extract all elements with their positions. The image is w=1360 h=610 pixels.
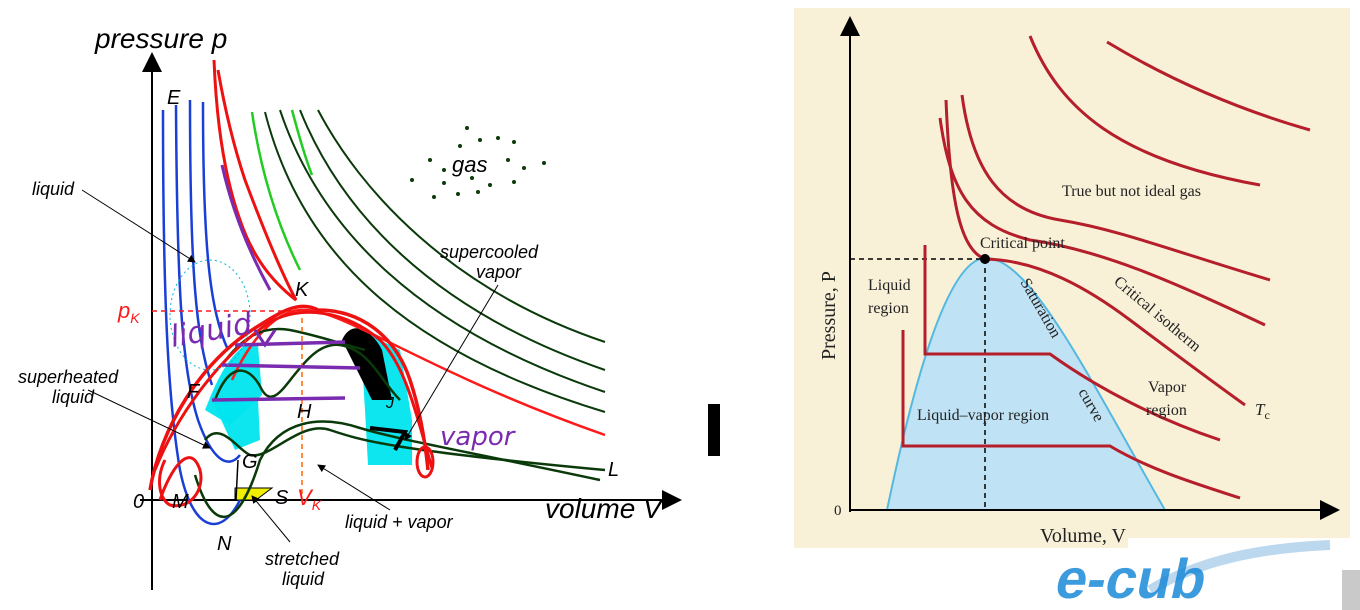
stretched-leader (251, 495, 291, 543)
right-pv-diagram: Pressure, P Volume, V 0 True but not ide… (794, 8, 1350, 548)
label-N: N (217, 533, 232, 555)
liquid-isotherm-4 (201, 101, 230, 351)
label-E: E (167, 87, 181, 109)
left-x-axis-label: volume V (545, 493, 664, 524)
left-origin-label: 0 (133, 491, 144, 513)
purple-tick (253, 329, 277, 348)
handwritten-vapor: vapor (440, 422, 517, 452)
supercooled-label-2: vapor (476, 262, 522, 282)
gas-isotherm-2 (299, 109, 606, 371)
left-y-axis-label: pressure p (94, 23, 227, 54)
isotherm-high-2 (938, 117, 1266, 327)
label-M: M (172, 491, 189, 513)
liquid-isotherm-3 (188, 99, 214, 386)
superheated-label-2: liquid (52, 387, 95, 407)
e-cube-logo: e-cub (1050, 538, 1360, 610)
right-origin-label: 0 (834, 503, 842, 519)
gas-isotherm-1 (317, 109, 606, 343)
critical-point-marker (980, 254, 990, 264)
liquid-leader (81, 189, 196, 263)
isotherms (901, 35, 1311, 500)
stretched-label-1: stretched (265, 549, 340, 569)
text-cursor-bar (708, 404, 720, 456)
label-J: J (385, 395, 395, 412)
liquid-label: liquid (32, 179, 75, 199)
label-H: H (297, 401, 312, 423)
liquid-vapor-leader (317, 464, 391, 511)
gas-molecule-dots (410, 126, 546, 199)
label-S: S (275, 487, 289, 509)
vk-label: VK (297, 485, 322, 513)
red-loop-vapor (415, 445, 435, 479)
superheated-leader (87, 389, 211, 449)
vdw-loop-2 (213, 343, 401, 401)
supercooled-leader (404, 284, 499, 441)
dotted-ellipse (169, 259, 251, 371)
stretched-label-2: liquid (282, 569, 325, 589)
vdw-loop-3 (204, 427, 606, 472)
purple-line-1 (234, 340, 346, 347)
label-G: G (242, 451, 258, 473)
purple-line-3 (211, 396, 346, 402)
isotherm-high-1 (960, 94, 1271, 282)
liquid-region-label-1: Liquid (868, 277, 911, 294)
liquid-vapor-region-label: Liquid–vapor region (917, 407, 1049, 424)
label-L: L (608, 459, 619, 481)
liquid-vapor-label: liquid + vapor (345, 512, 454, 532)
isotherm-top-1 (1028, 35, 1261, 187)
vapor-region-label-1: Vapor (1148, 379, 1187, 396)
isotherm-top-2 (1106, 40, 1311, 132)
ideal-gas-label: True but not ideal gas (1062, 183, 1201, 200)
red-scribble-lower (158, 456, 203, 508)
purple-line-2 (221, 363, 361, 370)
saturation-dome-2 (153, 310, 434, 471)
right-y-axis-label: Pressure, P (818, 271, 840, 360)
right-x-axis-label: Volume, V (1040, 525, 1126, 547)
isotherm-mid (923, 245, 1221, 442)
vapor-region-label-2: region (1146, 402, 1187, 419)
label-K: K (295, 279, 310, 301)
gas-isotherm-3 (279, 109, 606, 393)
label-F: F (187, 381, 201, 403)
critical-isotherm-right (944, 99, 1246, 407)
saturation-dome (148, 304, 430, 491)
superheated-fill-lower (212, 400, 260, 450)
gas-label: gas (452, 152, 487, 177)
gas-isotherm-4 (264, 111, 606, 413)
left-pv-diagram: pressure p volume V 0 E K F H J G M S N … (18, 23, 682, 590)
critical-point-label: Critical point (980, 235, 1065, 252)
liquid-isotherm-1 (161, 109, 242, 526)
spinodal-line (235, 459, 239, 501)
isotherm-low (901, 330, 1241, 500)
red-scribble-upper (212, 59, 298, 302)
liquid-isotherm-2 (174, 104, 241, 463)
pk-label: pK (117, 298, 140, 326)
purple-stroke-upper (220, 164, 272, 291)
superheated-label-1: superheated (18, 367, 119, 387)
logo-side-panel (1342, 570, 1360, 610)
hot-isotherm-2 (290, 109, 314, 176)
logo-text: e-cub (1050, 548, 1213, 610)
vdw-loop-4 (193, 420, 601, 519)
supercooled-label-1: supercooled (440, 242, 539, 262)
hot-isotherm-1 (250, 111, 302, 271)
tc-label: Tc (1255, 400, 1270, 422)
liquid-region-label-2: region (868, 300, 909, 317)
